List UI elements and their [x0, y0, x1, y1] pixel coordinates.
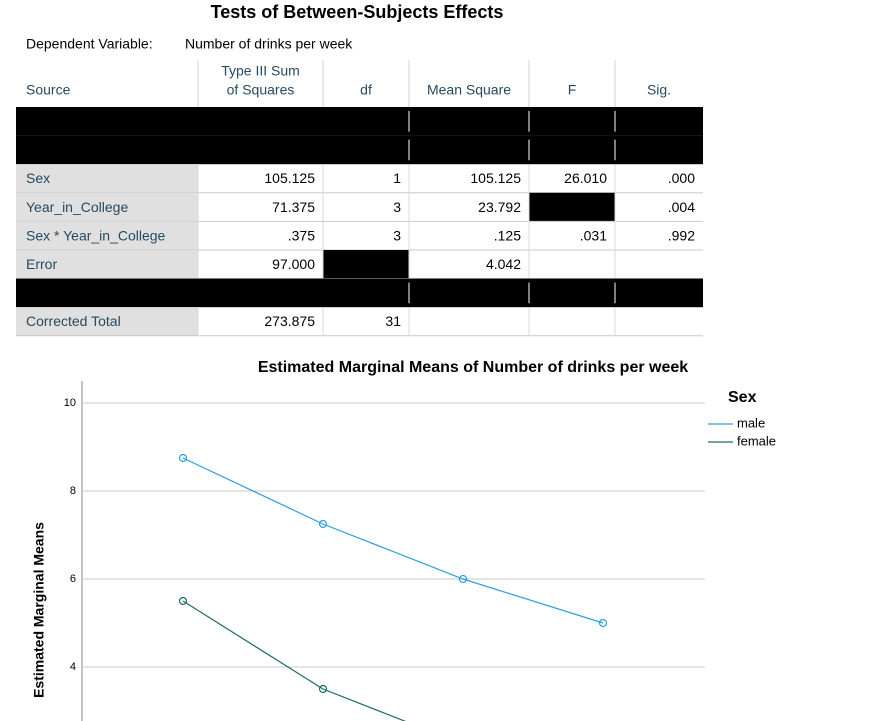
column-header: Mean Square	[427, 82, 511, 98]
point-marker	[458, 574, 468, 584]
legend-label: male	[737, 415, 765, 430]
column-header: Sig.	[647, 82, 671, 98]
point-marker	[318, 684, 328, 694]
redacted-cell	[323, 250, 409, 279]
point-marker	[318, 519, 328, 529]
cell-value: .000	[668, 170, 695, 186]
cell-value: 4.042	[486, 256, 521, 272]
chart-title: Estimated Marginal Means of Number of dr…	[258, 359, 688, 376]
y-tick-label: 4	[70, 661, 76, 673]
series-line	[182, 457, 604, 624]
chart: Estimated Marginal Means of Number of dr…	[31, 359, 776, 721]
y-tick-label: 8	[70, 485, 76, 497]
cell-value: .004	[668, 199, 695, 215]
source-cell	[16, 221, 198, 250]
column-header: Source	[26, 82, 71, 98]
cell-value: 31	[385, 313, 401, 329]
row-label: Corrected Total	[26, 313, 121, 329]
column-header: F	[568, 82, 577, 98]
source-cell	[16, 250, 198, 279]
y-axis-label: Estimated Marginal Means	[31, 522, 47, 698]
y-tick-label: 10	[64, 397, 76, 409]
y-tick-label: 6	[70, 573, 76, 585]
cell-value: 97.000	[272, 256, 315, 272]
dependent-variable: Number of drinks per week	[185, 36, 353, 52]
source-cell	[16, 307, 198, 336]
cell-value: .031	[580, 227, 607, 243]
table: Source Type III Sum of Squares df Mean Squar…	[16, 60, 703, 337]
cell-value: .125	[494, 227, 521, 243]
point-marker	[178, 453, 188, 463]
cell-value: 105.125	[264, 170, 315, 186]
cell-value: 3	[393, 199, 401, 215]
cell-value: .375	[288, 227, 315, 243]
cell-value: 1	[393, 170, 401, 186]
point-marker	[598, 618, 608, 628]
cell-value: 23.792	[478, 199, 521, 215]
cell-value: .992	[668, 227, 695, 243]
cell-value: 26.010	[564, 170, 607, 186]
source-cell	[16, 164, 198, 193]
series-line	[182, 600, 407, 721]
row-label: Year_in_College	[26, 199, 128, 215]
redacted-row	[16, 135, 703, 165]
source-cell	[16, 192, 198, 222]
row-label: Sex	[26, 170, 50, 186]
cell-value: 273.875	[264, 313, 315, 329]
column-header: df	[360, 82, 372, 98]
column-header: of Squares	[227, 82, 295, 98]
table-title: Tests of Between-Subjects Effects	[211, 2, 504, 22]
row-label: Sex * Year_in_College	[26, 227, 166, 243]
row-label: Error	[26, 256, 57, 272]
redacted-row	[16, 107, 703, 136]
redacted-cell	[529, 192, 615, 222]
dependent-variable-label: Dependent Variable:	[26, 36, 153, 52]
redacted-row	[16, 278, 703, 308]
cell-value: 3	[393, 227, 401, 243]
column-header: Type III Sum	[221, 63, 300, 79]
legend-label: female	[737, 433, 776, 448]
cell-value: 71.375	[272, 199, 315, 215]
legend-title: Sex	[728, 389, 757, 406]
cell-value: 105.125	[470, 170, 521, 186]
point-marker	[178, 596, 188, 606]
